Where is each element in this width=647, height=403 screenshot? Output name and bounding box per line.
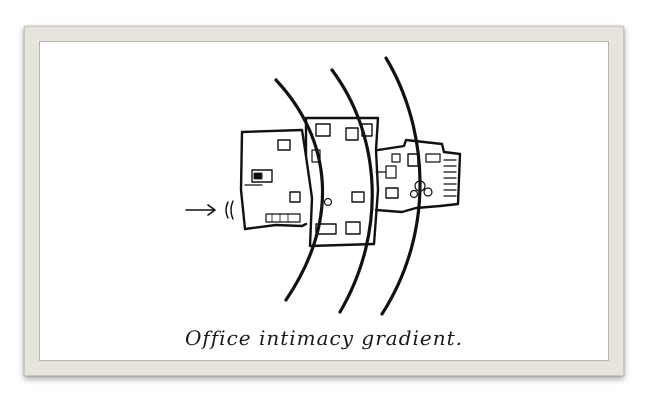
figure-canvas: Office intimacy gradient.	[39, 41, 609, 361]
gradient-arc-3	[380, 56, 422, 316]
office-floor-plan	[185, 56, 462, 316]
gradient-arc-1	[274, 78, 325, 302]
middle-room	[304, 116, 380, 248]
figure-caption: Office intimacy gradient.	[184, 326, 464, 350]
gradient-arc-2	[330, 68, 374, 314]
entry-arrow	[185, 204, 216, 216]
left-room	[239, 128, 308, 231]
picture-frame: Office intimacy gradient.	[24, 26, 624, 376]
intimacy-gradient-arcs	[274, 56, 422, 316]
entry-marks	[225, 200, 234, 220]
